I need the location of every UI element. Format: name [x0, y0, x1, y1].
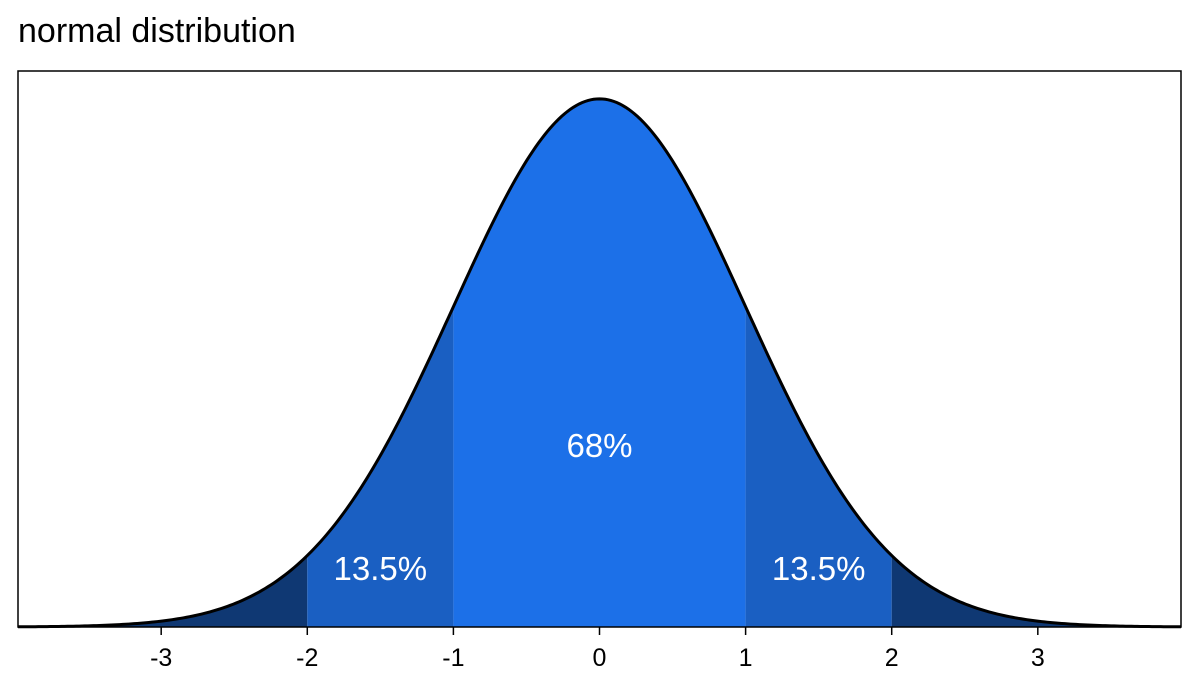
x-axis: -3 -2 -1 0 1 2 3 [150, 627, 1045, 672]
x-tick-label: 1 [739, 644, 753, 672]
region-left-tail [18, 555, 308, 627]
x-tick-label: -1 [442, 644, 464, 672]
region-right-tail [891, 555, 1181, 627]
x-tick-label: -2 [296, 644, 318, 672]
x-tick-label: -3 [150, 644, 172, 672]
shaded-regions [18, 98, 1181, 627]
x-tick-label: 2 [885, 644, 899, 672]
chart-title: normal distribution [18, 12, 296, 50]
region-center [453, 98, 746, 627]
x-tick-label: 3 [1031, 644, 1045, 672]
region-percentage-label: 13.5% [772, 550, 866, 587]
region-percentage-label: 13.5% [334, 550, 428, 587]
region-annotations: 68% 13.5% 13.5% [334, 427, 866, 587]
density-curve [17, 97, 1182, 629]
region-percentage-label: 68% [566, 427, 632, 464]
x-tick-label: 0 [593, 644, 607, 672]
